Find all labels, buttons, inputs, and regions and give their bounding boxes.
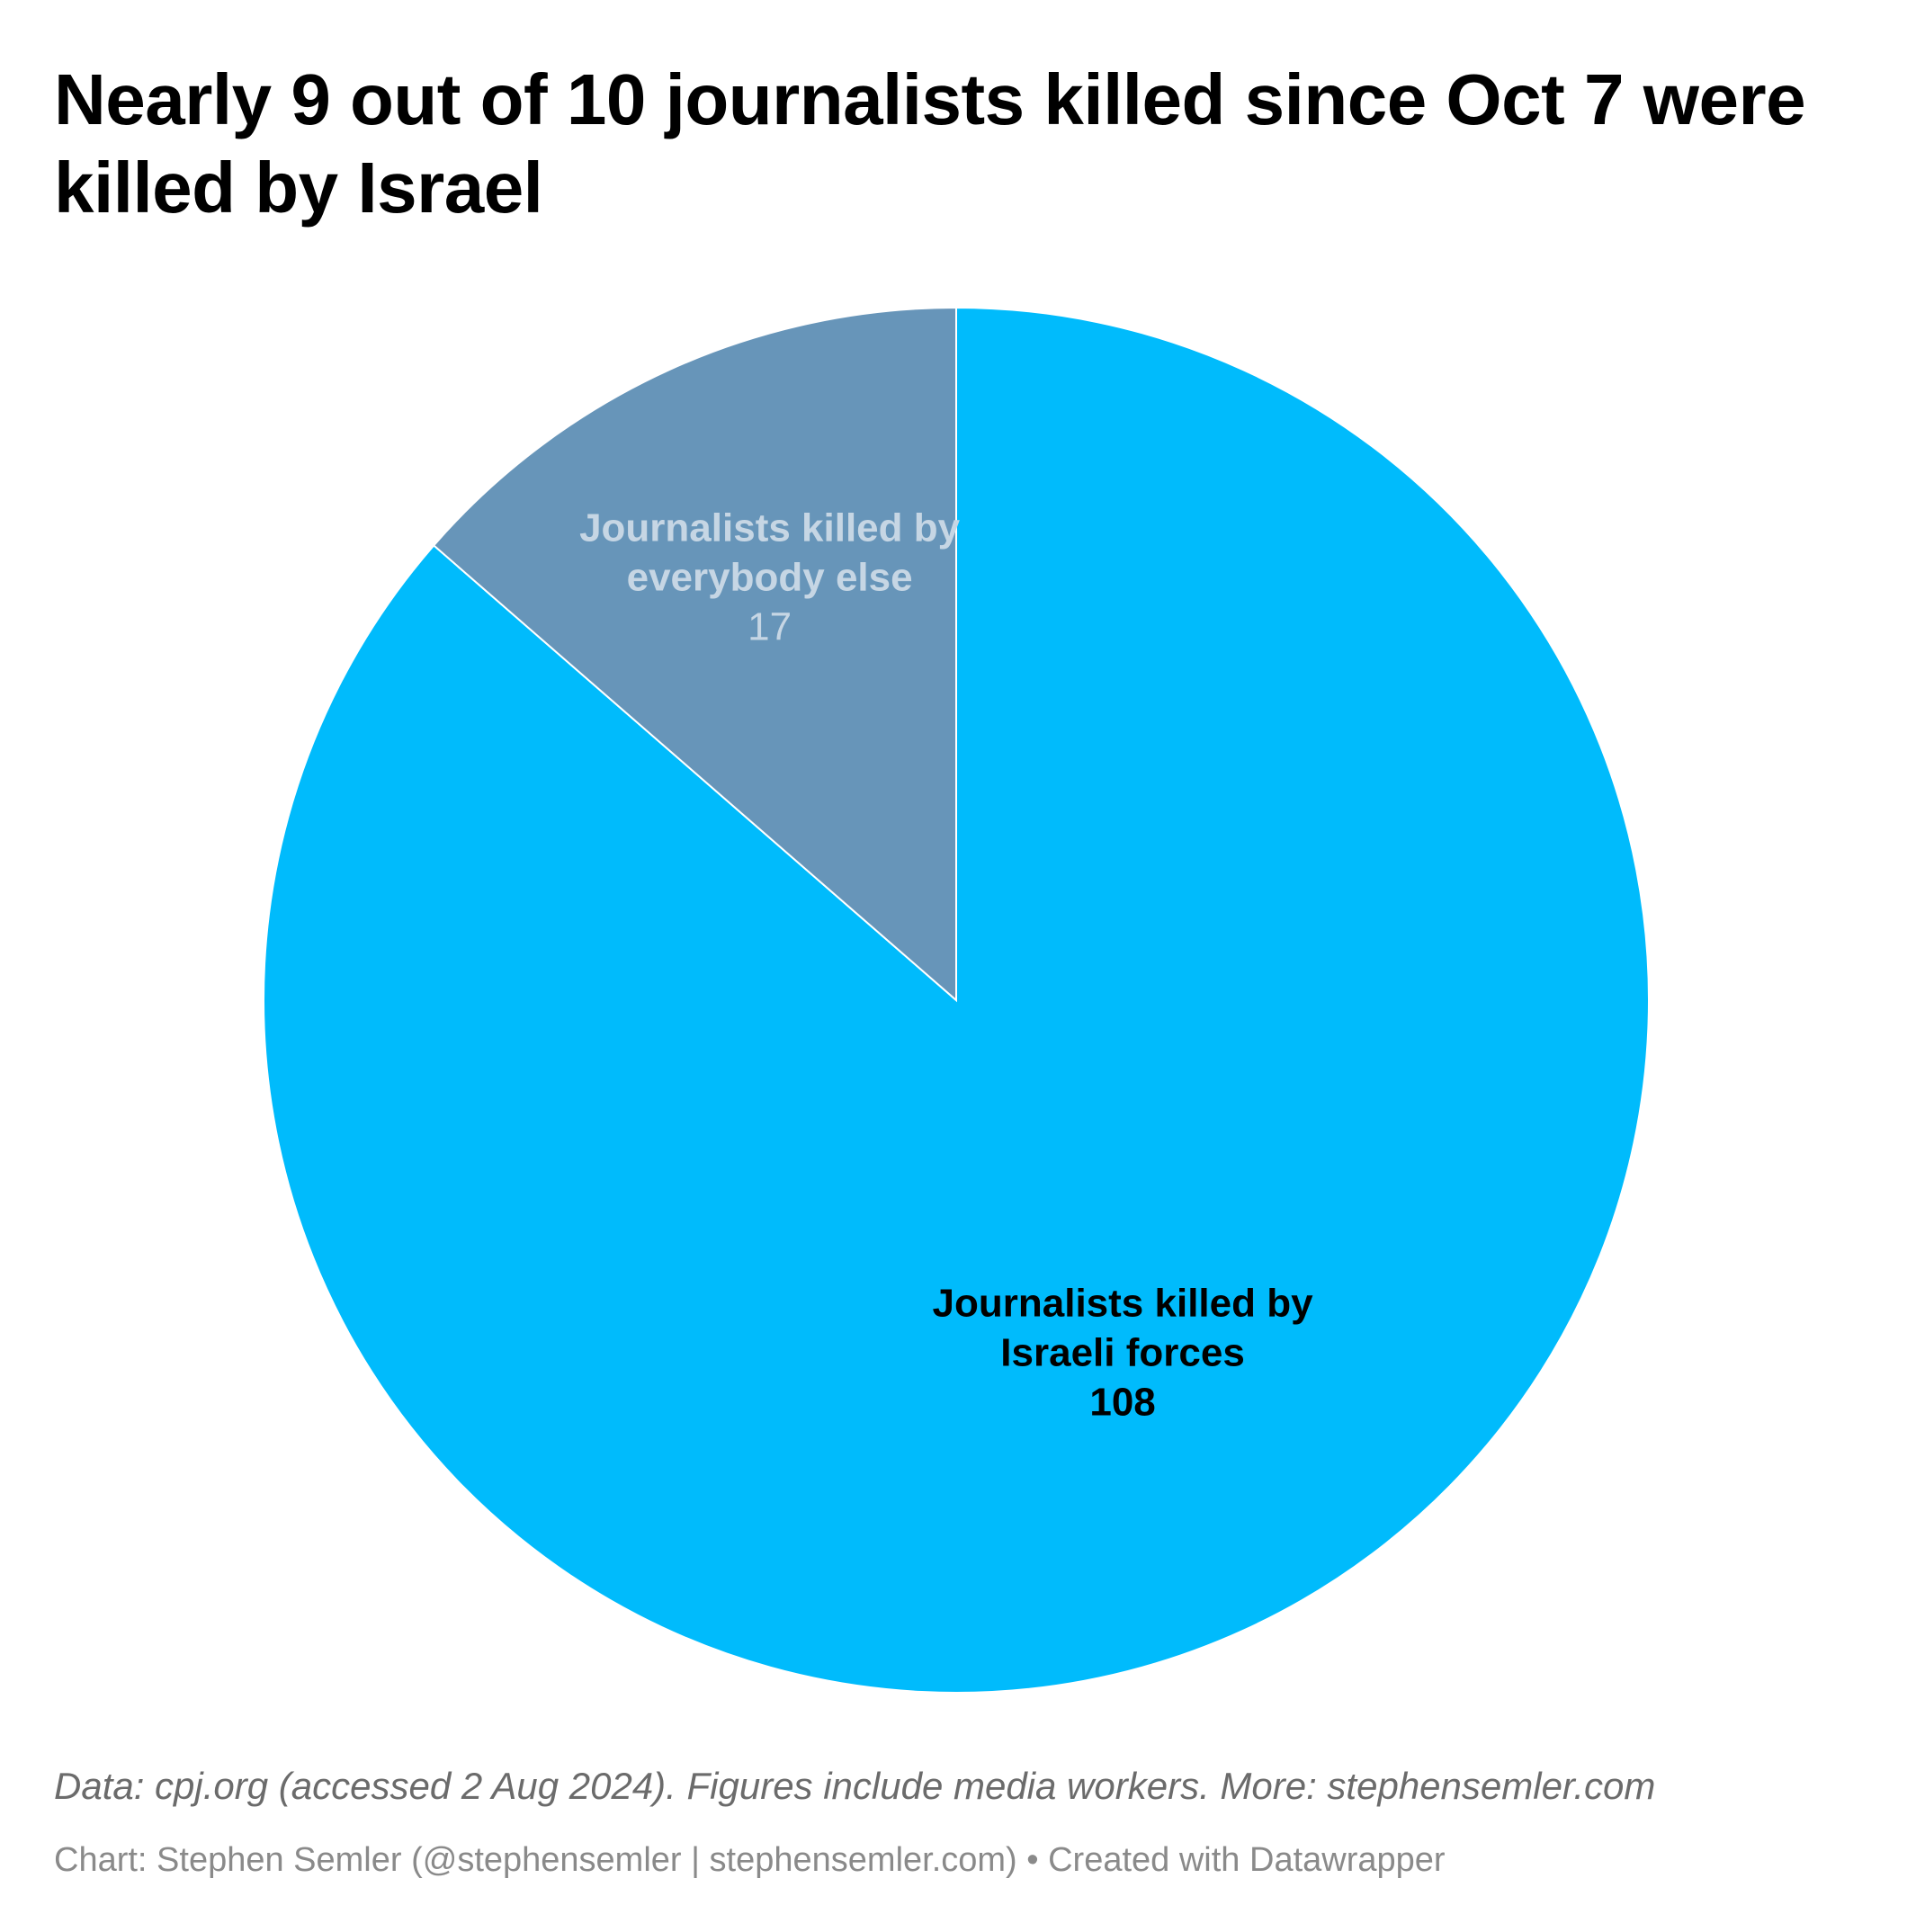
chart-title: Nearly 9 out of 10 journalists killed si… bbox=[54, 59, 1806, 228]
pie-label-0: Journalists killed by Israeli forces 108 bbox=[933, 1281, 1314, 1424]
pie-label-1-line-1: everybody else bbox=[627, 555, 913, 599]
pie-slice-1 bbox=[432, 306, 957, 1003]
data-source-note: Data: cpj.org (accessed 2 Aug 2024). Fig… bbox=[54, 1765, 1656, 1807]
pie-value-1: 17 bbox=[748, 604, 792, 648]
pie-label-0-line-0: Journalists killed by bbox=[933, 1281, 1314, 1325]
pie-label-0-line-1: Israeli forces bbox=[1000, 1330, 1245, 1374]
pie-label-1: Journalists killed by everybody else 17 bbox=[579, 505, 961, 648]
pie-value-0: 108 bbox=[1089, 1380, 1155, 1424]
pie-labels: Journalists killed by Israeli forces 108Jo… bbox=[579, 505, 1313, 1424]
pie-label-1-line-0: Journalists killed by bbox=[579, 505, 961, 550]
pie-slices bbox=[263, 306, 1650, 1694]
chart-credit: Chart: Stephen Semler (@stephensemler | … bbox=[54, 1841, 1446, 1879]
